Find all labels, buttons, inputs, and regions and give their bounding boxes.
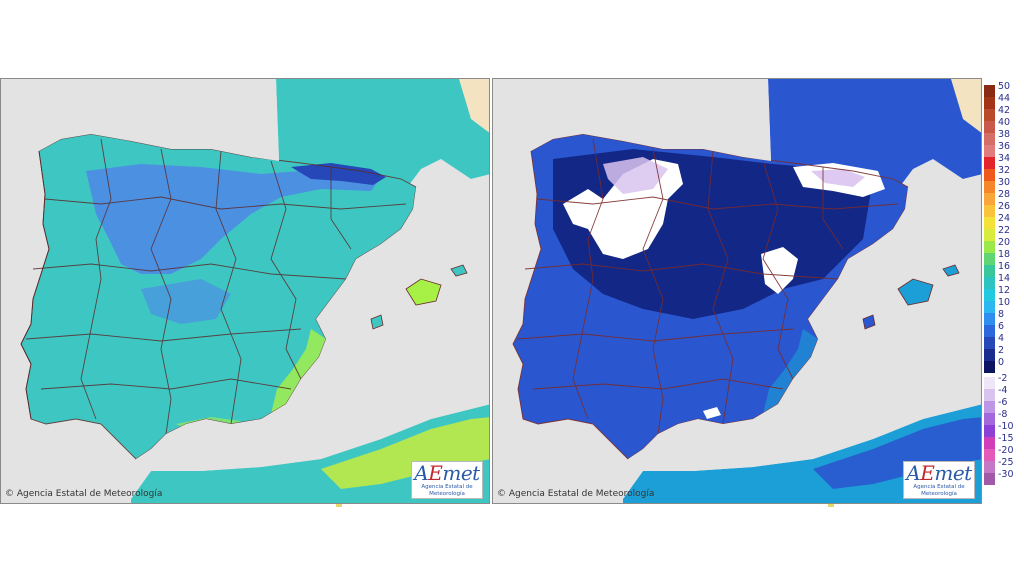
- frost-patch-pyrenees-inner: [811, 169, 865, 187]
- frost-patch-south: [703, 407, 721, 419]
- legend-label: 10: [998, 297, 1011, 308]
- legend-label: 32: [998, 165, 1011, 176]
- warm-coast-east: [763, 329, 818, 414]
- legend-swatch: [984, 181, 995, 193]
- island-mallorca: [897, 278, 934, 306]
- cold-area-pyrenees: [291, 163, 386, 185]
- legend-swatch: [984, 241, 995, 253]
- legend-label: 40: [998, 117, 1011, 128]
- legend-label: 26: [998, 201, 1011, 212]
- legend-swatch: [984, 109, 995, 121]
- legend-swatch: [984, 301, 995, 313]
- legend-swatch: [984, 325, 995, 337]
- legend-label: 2: [998, 345, 1005, 356]
- legend-label: -20: [998, 445, 1014, 456]
- tick-mark: [336, 504, 342, 507]
- map-panel-left: © Agencia Estatal de Meteorología AEmet …: [0, 78, 490, 504]
- legend-swatch: [984, 205, 995, 217]
- legend-label: 34: [998, 153, 1011, 164]
- legend-swatch: [984, 377, 995, 389]
- island-menorca: [942, 264, 960, 277]
- legend-swatch: [984, 361, 995, 373]
- legend-label: -4: [998, 385, 1008, 396]
- legend-label: 4: [998, 333, 1005, 344]
- legend-swatch: [984, 217, 995, 229]
- land-france: [768, 79, 981, 189]
- island-ibiza: [862, 314, 876, 330]
- tick-mark: [828, 504, 834, 507]
- legend-swatch: [984, 337, 995, 349]
- legend-label: 50: [998, 81, 1011, 92]
- legend-label: 8: [998, 309, 1005, 320]
- legend-swatch: [984, 413, 995, 425]
- legend-swatch: [984, 121, 995, 133]
- legend-label: 38: [998, 129, 1011, 140]
- legend-swatch: [984, 389, 995, 401]
- legend-swatch: [984, 449, 995, 461]
- legend-label: 24: [998, 213, 1011, 224]
- frost-patch-iberico: [761, 247, 798, 294]
- legend-label: 20: [998, 237, 1011, 248]
- logo-wordmark: AEmet: [414, 461, 480, 485]
- land-corner: [459, 79, 489, 133]
- legend-label: 12: [998, 285, 1011, 296]
- legend-swatch: [984, 157, 995, 169]
- cold-area-interior: [141, 279, 231, 324]
- legend-label: -30: [998, 469, 1014, 480]
- legend-label: -15: [998, 433, 1014, 444]
- legend-swatch: [984, 425, 995, 437]
- legend-swatch: [984, 473, 995, 485]
- legend-swatch: [984, 229, 995, 241]
- legend-label: 42: [998, 105, 1011, 116]
- logo-subtitle: Agencia Estatal de Meteorología: [913, 484, 965, 497]
- legend-label: -25: [998, 457, 1014, 468]
- cold-area-north: [86, 164, 381, 274]
- temperature-legend: 50 44 42 40 38 36 34 32 30 28 26 24 22 20 18 16 14 12 10 8 6…: [984, 81, 1024, 503]
- legend-swatch: [984, 461, 995, 473]
- legend-label: 36: [998, 141, 1011, 152]
- legend-swatch: [984, 193, 995, 205]
- cold-africa: [813, 417, 981, 489]
- warm-coast-east: [271, 329, 326, 414]
- legend-label: 6: [998, 321, 1005, 332]
- legend-label: 14: [998, 273, 1011, 284]
- temperature-map-right: [493, 79, 981, 503]
- legend-label: -2: [998, 373, 1008, 384]
- copyright-text: © Agencia Estatal de Meteorología: [5, 489, 163, 499]
- logo-subtitle: Agencia Estatal de Meteorología: [421, 484, 473, 497]
- legend-label: 30: [998, 177, 1011, 188]
- legend-swatch: [984, 97, 995, 109]
- legend-swatch: [984, 437, 995, 449]
- temperature-map-left: [1, 79, 489, 503]
- legend-label: 22: [998, 225, 1011, 236]
- legend-label: 18: [998, 249, 1011, 260]
- legend-label: 28: [998, 189, 1011, 200]
- legend-swatch: [984, 145, 995, 157]
- land-france: [276, 79, 489, 189]
- legend-label: -10: [998, 421, 1014, 432]
- legend-swatch: [984, 401, 995, 413]
- legend-label: 44: [998, 93, 1011, 104]
- logo-wordmark: AEmet: [906, 461, 972, 485]
- legend-label: -8: [998, 409, 1008, 420]
- aemet-logo: AEmet Agencia Estatal de Meteorología: [903, 461, 975, 499]
- aemet-logo: AEmet Agencia Estatal de Meteorología: [411, 461, 483, 499]
- legend-label: -6: [998, 397, 1008, 408]
- frost-patch-inner: [603, 157, 668, 194]
- legend-label: 16: [998, 261, 1011, 272]
- legend-swatch: [984, 277, 995, 289]
- legend-swatch: [984, 85, 995, 97]
- legend-swatch: [984, 169, 995, 181]
- map-panel-right: © Agencia Estatal de Meteorología AEmet …: [492, 78, 982, 504]
- legend-swatch: [984, 253, 995, 265]
- legend-swatch: [984, 289, 995, 301]
- legend-swatch: [984, 349, 995, 361]
- legend-label: 0: [998, 357, 1005, 368]
- legend-swatch: [984, 313, 995, 325]
- land-corner: [951, 79, 981, 133]
- legend-swatch: [984, 265, 995, 277]
- copyright-text: © Agencia Estatal de Meteorología: [497, 489, 655, 499]
- legend-swatch: [984, 133, 995, 145]
- warm-africa: [321, 417, 489, 489]
